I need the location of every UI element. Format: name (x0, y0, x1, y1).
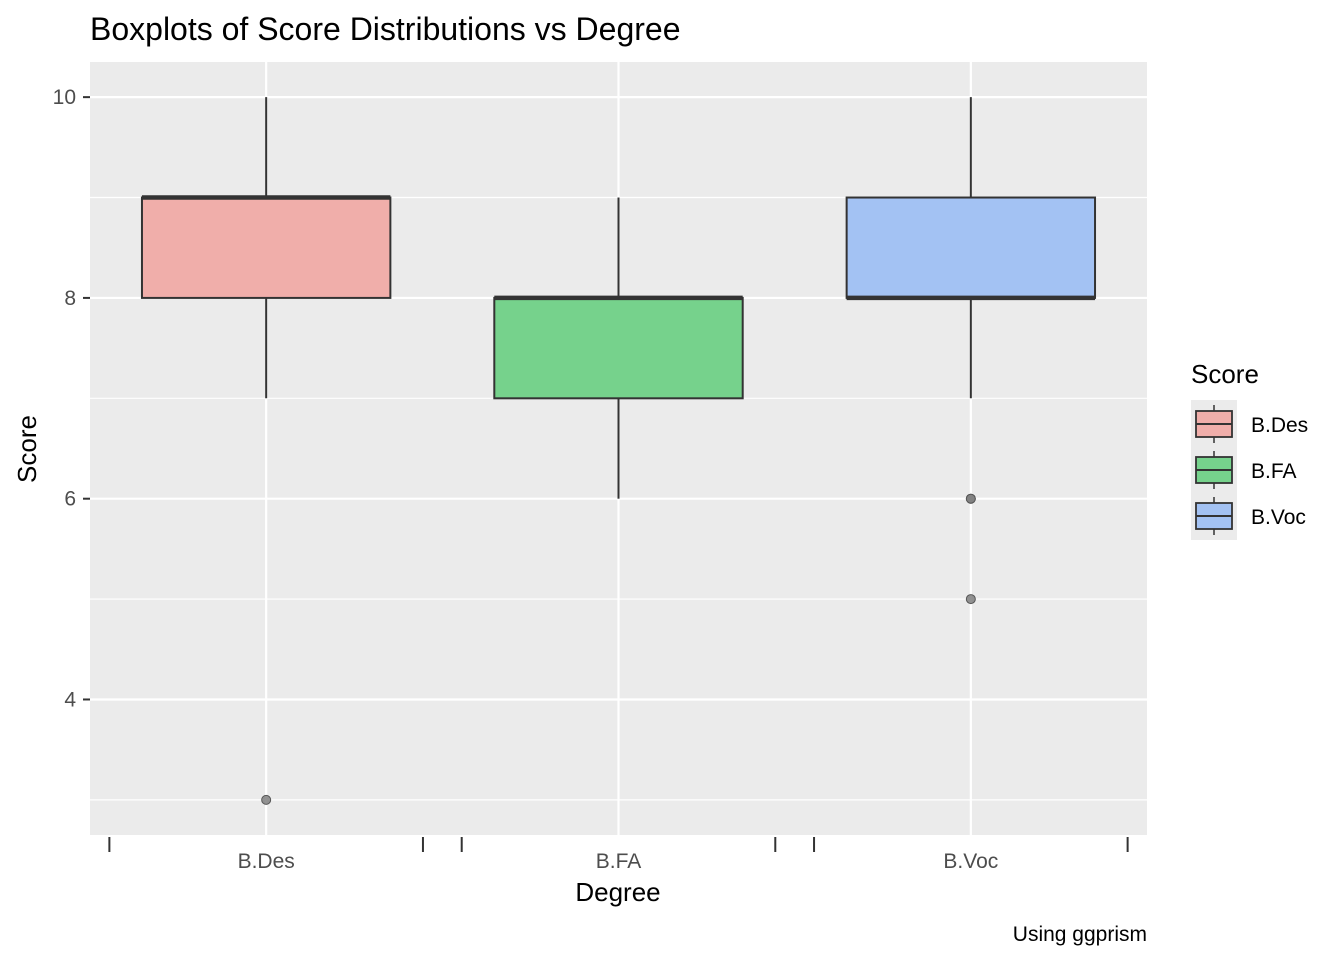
box-b-des (140, 97, 392, 805)
y-tick-label: 8 (64, 287, 76, 310)
outlier-point (261, 794, 272, 805)
box-b-fa (493, 197, 744, 499)
outlier-point (965, 594, 976, 605)
box-iqr (140, 196, 392, 299)
x-tick-label: B.FA (596, 850, 642, 873)
x-axis-title: Degree (575, 877, 660, 907)
x-tick-label: B.Voc (943, 850, 998, 873)
legend: Score B.Des B.FA B.Voc (1191, 359, 1308, 540)
outlier-point (965, 493, 976, 504)
x-tick-label: B.Des (238, 850, 295, 873)
boxes (140, 97, 1097, 805)
box-iqr (845, 196, 1097, 299)
y-tick-label: 6 (64, 488, 76, 511)
legend-label: B.FA (1251, 460, 1297, 483)
legend-label: B.Des (1251, 414, 1308, 437)
box-b-voc (845, 97, 1097, 605)
chart-title: Boxplots of Score Distributions vs Degre… (90, 11, 680, 47)
y-tick-label: 10 (53, 86, 76, 109)
legend-entry-b-fa: B.FA (1195, 451, 1297, 489)
legend-entry-b-voc: B.Voc (1195, 497, 1306, 535)
legend-entry-b-des: B.Des (1195, 405, 1308, 443)
legend-label: B.Voc (1251, 506, 1306, 529)
y-tick-label: 4 (64, 688, 76, 711)
box-iqr (493, 296, 744, 400)
axes: 4 6 8 10 B.Des B.FA B.Voc (53, 86, 1129, 873)
legend-title: Score (1191, 359, 1259, 389)
y-axis-title: Score (12, 415, 42, 483)
chart-caption: Using ggprism (1013, 923, 1147, 946)
